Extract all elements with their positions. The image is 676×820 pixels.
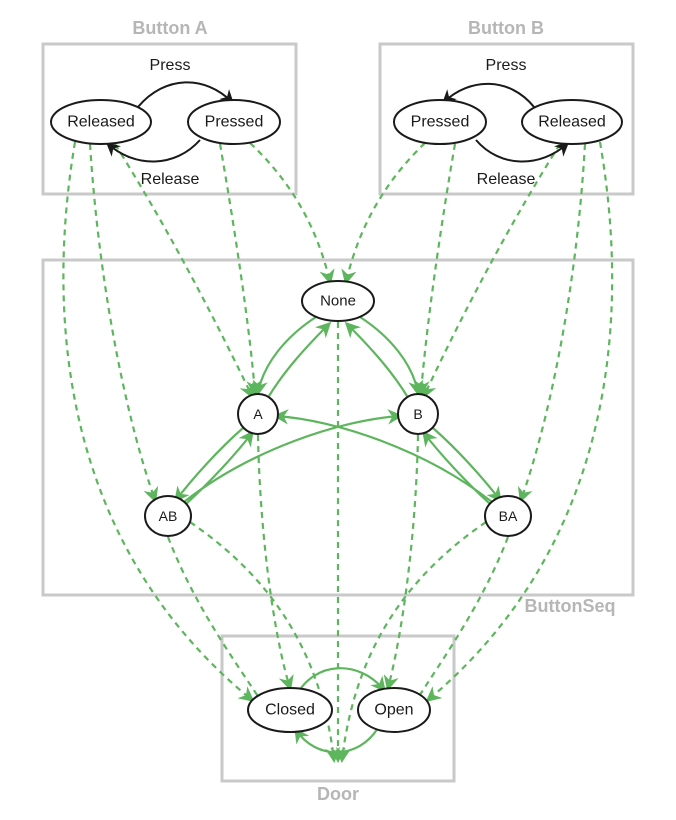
panel-title-door: Door [317, 784, 359, 804]
panel-title-buttonA: Button A [132, 18, 207, 38]
panel-title-buttonB: Button B [468, 18, 544, 38]
node-label-none: None [320, 293, 356, 310]
node-label-BA: BA [499, 508, 518, 524]
node-label-a_released: Released [67, 114, 135, 131]
edge-label-a_release: Release [141, 171, 200, 188]
panel-title-buttonSeq: ButtonSeq [525, 596, 616, 616]
node-label-B: B [413, 406, 422, 422]
node-label-closed: Closed [265, 702, 315, 719]
node-label-A: A [253, 406, 263, 422]
node-label-open: Open [374, 702, 413, 719]
edge-label-b_release: Release [477, 171, 536, 188]
node-label-a_pressed: Pressed [205, 114, 264, 131]
node-label-b_released: Released [538, 114, 606, 131]
node-label-b_pressed: Pressed [411, 114, 470, 131]
node-label-AB: AB [159, 508, 178, 524]
edge-label-b_press: Press [486, 57, 527, 74]
edge-label-a_press: Press [150, 57, 191, 74]
